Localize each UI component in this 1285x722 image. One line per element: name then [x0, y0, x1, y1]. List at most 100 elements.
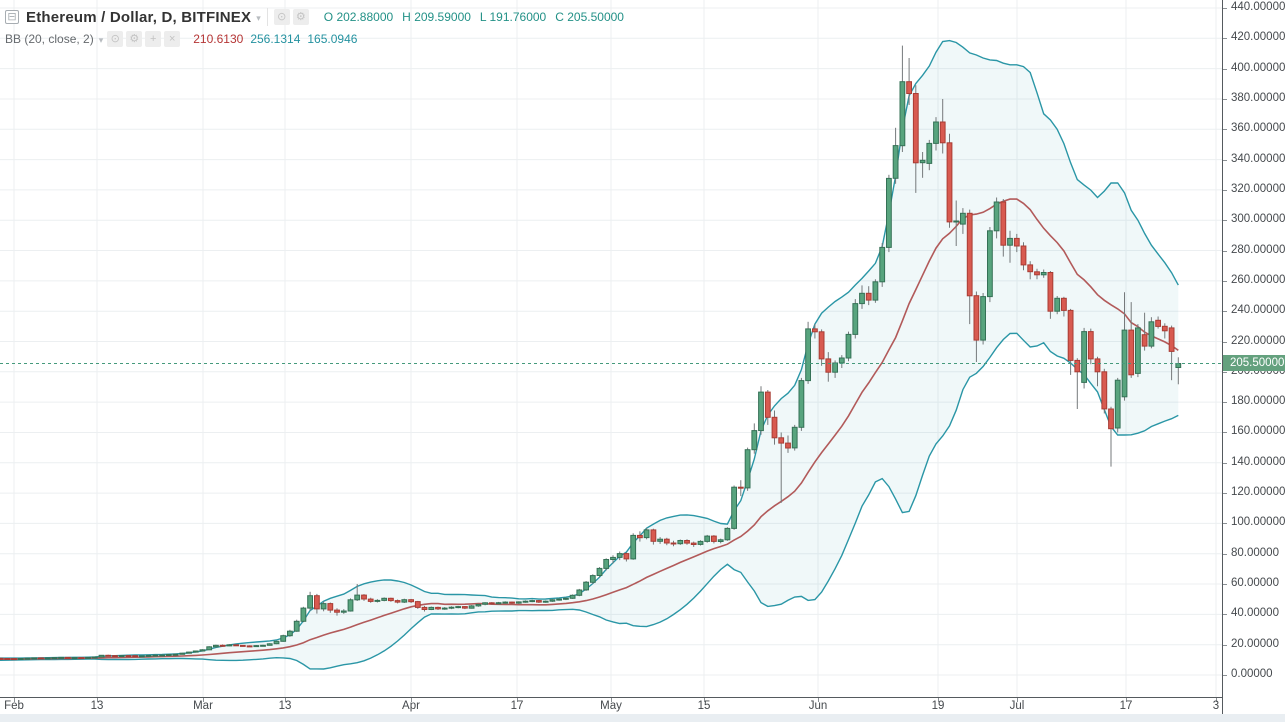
price-tick-label: 280.00000	[1231, 244, 1285, 256]
bb-lower-line	[0, 332, 1179, 670]
price-tick-label: 300.00000	[1231, 213, 1285, 225]
time-tick-mark	[14, 698, 15, 702]
time-tick-mark	[1017, 698, 1018, 702]
time-tick-label: 13	[278, 700, 292, 712]
price-tick-mark	[1223, 342, 1227, 343]
time-tick-mark	[1216, 698, 1217, 702]
time-tick-label: Feb	[4, 700, 24, 712]
remove-indicator-icon[interactable]: ×	[164, 31, 181, 47]
indicator-title[interactable]: BB (20, close, 2)	[5, 32, 94, 46]
price-tick-label: 360.00000	[1231, 122, 1285, 134]
settings-icon[interactable]: ⚙	[292, 9, 309, 25]
price-tick-label: 40.00000	[1231, 607, 1279, 619]
low-label: L	[479, 10, 487, 24]
collapse-legend-icon[interactable]: ⊟	[5, 10, 19, 24]
price-axis[interactable]: 205.50000 440.00000 420.00000 400.00000 380…	[1222, 0, 1285, 714]
price-tick-label: 140.00000	[1231, 456, 1285, 468]
price-tick-mark	[1223, 614, 1227, 615]
price-tick-label: 320.00000	[1231, 183, 1285, 195]
visibility-toggle-icon[interactable]: ⊙	[107, 31, 124, 47]
indicator-row: BB (20, close, 2) ▾ ⊙ ⚙ + × 210.6130 256.…	[5, 28, 624, 50]
time-tick-label: Apr	[402, 700, 420, 712]
time-tick-mark	[1126, 698, 1127, 702]
indicator-values: 210.6130 256.1314 165.0946	[193, 32, 357, 46]
time-tick-mark	[611, 698, 612, 702]
high-label: H	[402, 10, 411, 24]
price-tick-mark	[1223, 281, 1227, 282]
add-indicator-icon[interactable]: +	[145, 31, 162, 47]
time-tick-mark	[285, 698, 286, 702]
time-tick-label: Jul	[1009, 700, 1025, 712]
price-tick-mark	[1223, 190, 1227, 191]
price-tick-mark	[1223, 160, 1227, 161]
price-tick-mark	[1223, 38, 1227, 39]
price-tick-mark	[1223, 311, 1227, 312]
price-tick-label: 60.00000	[1231, 577, 1279, 589]
price-tick-label: 220.00000	[1231, 335, 1285, 347]
price-tick-mark	[1223, 402, 1227, 403]
open-value: 202.88000	[336, 10, 394, 24]
time-tick-label: 13	[90, 700, 104, 712]
price-tick-mark	[1223, 220, 1227, 221]
symbol-row: ⊟ Ethereum / Dollar, D, BITFINEX ▾ ⊙ ⚙ O…	[5, 6, 624, 28]
time-tick-label: 17	[510, 700, 524, 712]
high-value: 209.59000	[414, 10, 471, 24]
price-tick-label: 20.00000	[1231, 638, 1279, 650]
legend-divider	[266, 8, 268, 26]
chevron-down-icon[interactable]: ▾	[98, 34, 104, 45]
bb-basis-value: 210.6130	[193, 32, 244, 46]
time-tick-label: 17	[1119, 700, 1133, 712]
chart-plot-area[interactable]	[0, 0, 1222, 697]
price-tick-label: 100.00000	[1231, 516, 1285, 528]
ohlc-values: O 202.88000 H 209.59000 L 191.76000 C 205.5…	[324, 10, 624, 24]
time-axis[interactable]: Feb 13 Mar 13 Apr 17 May 15 Jun 19 Jul 17 3	[0, 697, 1222, 714]
settings-icon[interactable]: ⚙	[126, 31, 143, 47]
price-tick-label: 420.00000	[1231, 31, 1285, 43]
price-tick-mark	[1223, 372, 1227, 373]
symbol-title[interactable]: Ethereum / Dollar, D, BITFINEX	[26, 8, 252, 26]
price-tick-mark	[1223, 463, 1227, 464]
time-tick-mark	[704, 698, 705, 702]
price-tick-mark	[1223, 554, 1227, 555]
time-tick-label: 15	[697, 700, 711, 712]
time-tick-label: May	[600, 700, 622, 712]
close-value: 205.50000	[567, 10, 624, 24]
open-label: O	[323, 10, 334, 24]
candles	[0, 45, 1182, 661]
price-tick-label: 400.00000	[1231, 62, 1285, 74]
time-tick-label: Mar	[193, 700, 213, 712]
time-tick-mark	[517, 698, 518, 702]
price-tick-label: 340.00000	[1231, 153, 1285, 165]
bb-basis-line	[0, 198, 1179, 661]
price-tick-label: 160.00000	[1231, 425, 1285, 437]
price-tick-label: 440.00000	[1231, 1, 1285, 13]
candlestick-chart[interactable]	[0, 0, 1222, 697]
chevron-down-icon[interactable]: ▾	[256, 12, 261, 23]
low-value: 191.76000	[489, 10, 547, 24]
price-tick-label: 380.00000	[1231, 92, 1285, 104]
price-tick-mark	[1223, 8, 1227, 9]
price-tick-mark	[1223, 69, 1227, 70]
price-tick-mark	[1223, 523, 1227, 524]
price-tick-label: 0.00000	[1231, 668, 1273, 680]
last-price-badge: 205.50000	[1223, 355, 1285, 371]
price-tick-label: 260.00000	[1231, 274, 1285, 286]
price-tick-mark	[1223, 129, 1227, 130]
bb-upper-value: 256.1314	[250, 32, 301, 46]
price-tick-mark	[1223, 251, 1227, 252]
price-tick-label: 180.00000	[1231, 395, 1285, 407]
price-tick-mark	[1223, 99, 1227, 100]
time-tick-label: Jun	[808, 700, 828, 712]
time-tick-mark	[818, 698, 819, 702]
price-tick-mark	[1223, 645, 1227, 646]
price-tick-label: 80.00000	[1231, 547, 1279, 559]
price-tick-mark	[1223, 584, 1227, 585]
time-tick-mark	[97, 698, 98, 702]
price-tick-mark	[1223, 675, 1227, 676]
price-tick-mark	[1223, 493, 1227, 494]
bb-lower-value: 165.0946	[307, 32, 358, 46]
time-tick-mark	[411, 698, 412, 702]
visibility-toggle-icon[interactable]: ⊙	[273, 9, 290, 25]
time-tick-mark	[203, 698, 204, 702]
